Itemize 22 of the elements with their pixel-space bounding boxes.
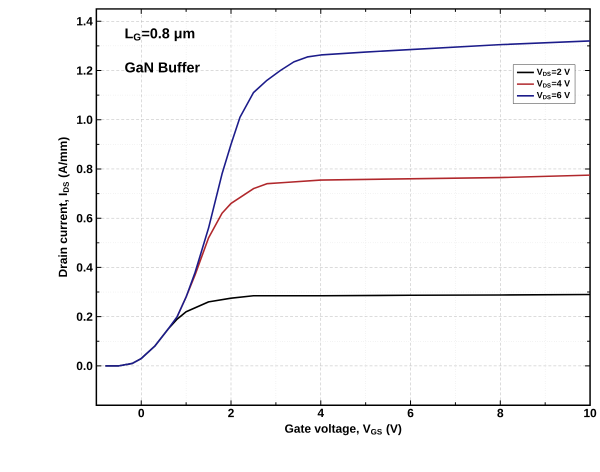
x-tick-label: 0 [138,408,144,418]
x-tick-label: 10 [584,408,596,418]
y-tick-label: 1.0 [77,116,92,124]
y-tick-label: 0.0 [76,362,92,370]
y-axis-title: Drain current, I$_{DS}$ (A/mm) [58,137,70,277]
line-series [104,40,590,367]
y-tick-label: 0.4 [76,263,93,272]
annotation: GaN Buffer [125,62,200,73]
x-tick-label: 6 [408,408,414,418]
y-tick-label: 0.2 [76,312,92,321]
y-tick-label: 0.6 [76,214,92,222]
legend-label: V$_{DS}$=2 V [536,68,570,76]
y-tick-label: 1.2 [77,66,92,75]
x-tick-label: 2 [228,408,234,418]
x-tick-label: 8 [497,408,504,418]
y-tick-label: 1.4 [77,17,93,26]
legend-label: V$_{DS}$=4 V [536,80,570,88]
legend-label: V$_{DS}$=6 V [536,92,570,100]
y-tick-label: 0.8 [76,164,92,174]
x-tick-label: 4 [318,408,324,418]
annotation: L$_{G}$=0.8 μm [126,28,194,42]
x-axis-title: Gate voltage, V$_{GS}$ (V) [285,424,402,436]
